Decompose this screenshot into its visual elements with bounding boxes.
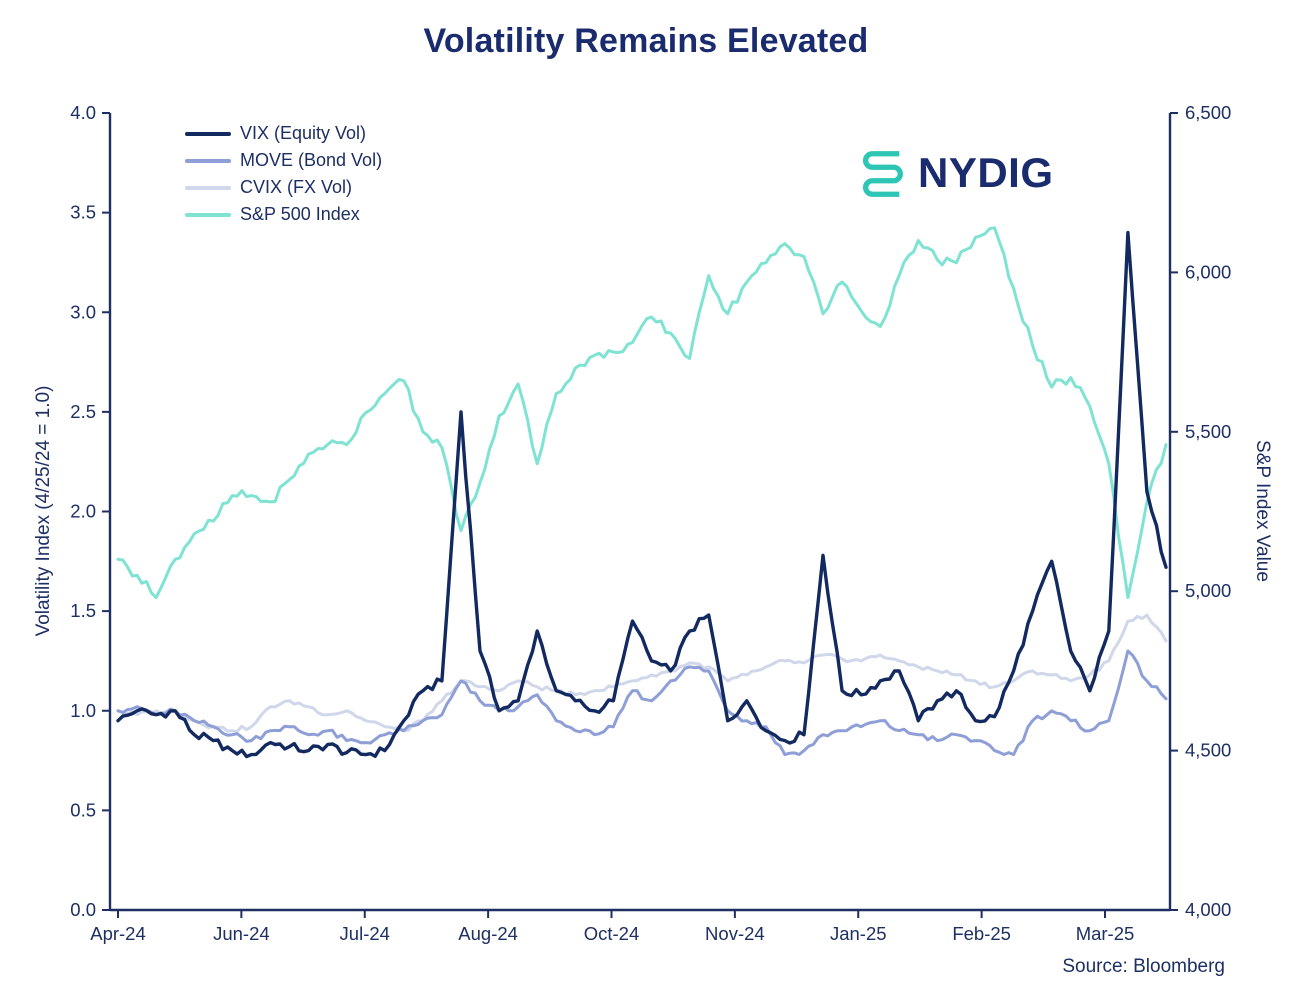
sp500-line-swatch xyxy=(185,212,231,217)
legend-label-move: MOVE (Bond Vol) xyxy=(240,150,383,170)
svg-text:6,500: 6,500 xyxy=(1185,102,1231,123)
svg-text:5,500: 5,500 xyxy=(1185,421,1231,442)
svg-text:Apr-24: Apr-24 xyxy=(90,923,146,944)
svg-text:4.0: 4.0 xyxy=(70,102,96,123)
legend-label-sp500: S&P 500 Index xyxy=(240,204,360,224)
svg-text:0.5: 0.5 xyxy=(70,799,96,820)
svg-text:Jan-25: Jan-25 xyxy=(830,923,887,944)
svg-text:3.5: 3.5 xyxy=(70,202,96,223)
legend-item-cvix: CVIX (FX Vol) xyxy=(185,174,382,201)
legend: VIX (Equity Vol) MOVE (Bond Vol) CVIX (F… xyxy=(185,120,382,228)
svg-text:3.0: 3.0 xyxy=(70,301,96,322)
svg-text:Jun-24: Jun-24 xyxy=(213,923,270,944)
svg-text:1.5: 1.5 xyxy=(70,600,96,621)
svg-text:4,000: 4,000 xyxy=(1185,899,1231,920)
svg-text:4,500: 4,500 xyxy=(1185,740,1231,761)
svg-text:2.5: 2.5 xyxy=(70,401,96,422)
svg-text:1.0: 1.0 xyxy=(70,700,96,721)
svg-text:Aug-24: Aug-24 xyxy=(458,923,518,944)
svg-text:Oct-24: Oct-24 xyxy=(584,923,640,944)
svg-text:6,000: 6,000 xyxy=(1185,261,1231,282)
legend-label-vix: VIX (Equity Vol) xyxy=(240,123,367,143)
nydig-wordmark: NYDIG xyxy=(918,149,1054,196)
legend-label-cvix: CVIX (FX Vol) xyxy=(240,177,353,197)
svg-text:5,000: 5,000 xyxy=(1185,580,1231,601)
legend-item-move: MOVE (Bond Vol) xyxy=(185,147,382,174)
chart-title: Volatility Remains Elevated xyxy=(423,22,869,60)
nydig-logo: NYDIG xyxy=(858,146,1054,200)
legend-item-vix: VIX (Equity Vol) xyxy=(185,120,382,147)
source-note: Source: Bloomberg xyxy=(1062,956,1225,977)
cvix-line-swatch xyxy=(185,185,231,190)
vix-line-swatch xyxy=(185,131,231,136)
svg-text:2.0: 2.0 xyxy=(70,501,96,522)
svg-text:Nov-24: Nov-24 xyxy=(705,923,765,944)
svg-text:0.0: 0.0 xyxy=(70,899,96,920)
move-line-swatch xyxy=(185,158,231,163)
nydig-logo-icon xyxy=(862,151,903,197)
svg-text:Jul-24: Jul-24 xyxy=(340,923,390,944)
svg-text:Feb-25: Feb-25 xyxy=(952,923,1011,944)
svg-text:Mar-25: Mar-25 xyxy=(1076,923,1135,944)
legend-item-sp500: S&P 500 Index xyxy=(185,201,382,228)
